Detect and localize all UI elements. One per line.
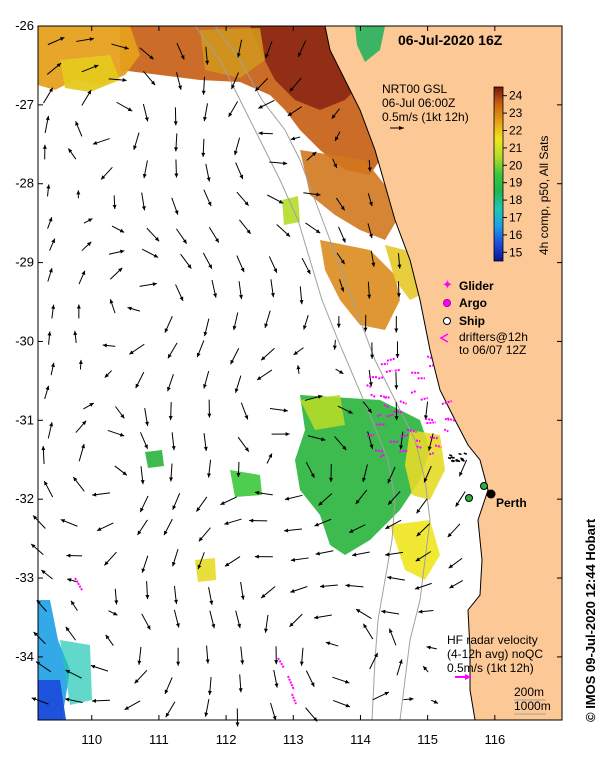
colorbar-tick-label: 15: [509, 245, 523, 259]
colorbar-tick-label: 23: [509, 106, 523, 120]
lat-tick-label: -34: [15, 649, 34, 664]
colorbar-tick-label: 20: [509, 158, 523, 172]
ship-legend-label: Ship: [459, 314, 485, 328]
gsl-legend-line2: 06-Jul 06:00Z: [382, 96, 455, 110]
hf-legend-line3: 0.5m/s (1kt 12h): [447, 661, 534, 675]
sst-patch-lime-shelf: [282, 196, 300, 225]
lat-tick-label: -30: [15, 333, 34, 348]
colorbar-tick-label: 22: [509, 124, 523, 138]
colorbar-tick-label: 18: [509, 193, 523, 207]
hf-radar-vector: [450, 457, 453, 458]
map-title: 06-Jul-2020 16Z: [398, 32, 503, 48]
depth-1000m-label: 1000m: [514, 699, 551, 713]
hf-radar-vector: [452, 460, 455, 461]
gsl-legend-line1: NRT00 GSL: [382, 82, 447, 96]
lat-tick-label: -26: [15, 18, 34, 33]
lon-tick-label: 115: [417, 732, 438, 747]
hf-radar-vector: [449, 455, 452, 456]
drifter-track: [430, 437, 439, 438]
lat-tick-label: -29: [15, 255, 34, 270]
hf-radar-vector: [455, 460, 458, 461]
lon-tick-label: 110: [81, 732, 102, 747]
lon-tick-label: 113: [283, 732, 304, 747]
lon-tick-label: 116: [484, 732, 505, 747]
lon-tick-label: 111: [149, 732, 169, 747]
colorbar-tick-label: 16: [509, 228, 523, 242]
lon-tick-label: 114: [350, 732, 371, 747]
hf-legend-line2: (4-12h avg) noQC: [447, 647, 543, 661]
sst-patch-green-west: [145, 450, 164, 468]
lat-tick-label: -32: [15, 491, 34, 506]
drifters-legend-line2: to 06/07 12Z: [459, 343, 526, 357]
depth-200m-label: 200m: [514, 685, 544, 699]
colorbar-label: 4h comp, p50, All Sats: [537, 136, 551, 255]
colorbar-gradient: [494, 87, 503, 261]
drifter-track: [425, 419, 434, 420]
credit-label: © IMOS 09-Jul-2020 12:44 Hobart: [583, 518, 598, 722]
lon-tick-label: 112: [216, 732, 237, 747]
colorbar-tick-label: 24: [509, 89, 523, 103]
colorbar-tick-label: 21: [509, 141, 523, 155]
gsl-legend-line3: 0.5m/s (1kt 12h): [382, 110, 469, 124]
ship-station-1: [481, 483, 488, 490]
perth-label: Perth: [496, 496, 527, 510]
hf-radar-vector: [464, 453, 467, 454]
drifters-legend-line1: drifters@12h: [459, 330, 528, 344]
hf-radar-legend: HF radar velocity (4-12h avg) noQC 0.5m/…: [447, 633, 543, 680]
argo-legend-label: Argo: [459, 296, 487, 310]
hf-radar-vector: [460, 458, 463, 459]
perth-marker: [487, 490, 496, 499]
colorbar-tick-label: 19: [509, 176, 523, 190]
glider-legend-label: Glider: [459, 279, 494, 293]
hf-radar-vector: [459, 454, 462, 455]
lat-tick-label: -33: [15, 570, 34, 585]
ship-station-2: [466, 495, 473, 502]
glider-marker: ✦: [442, 278, 453, 293]
argo-marker: [444, 300, 451, 307]
drifter-track: [375, 450, 383, 451]
current-arrowhead: [236, 722, 240, 726]
lat-tick-label: -31: [15, 412, 34, 427]
hf-legend-line1: HF radar velocity: [447, 633, 538, 647]
lat-tick-label: -28: [15, 176, 34, 191]
lat-tick-label: -27: [15, 97, 34, 112]
colorbar-tick-label: 17: [509, 211, 523, 225]
ship-marker: [444, 318, 451, 325]
sst-patch-yellow-south2: [195, 558, 216, 582]
